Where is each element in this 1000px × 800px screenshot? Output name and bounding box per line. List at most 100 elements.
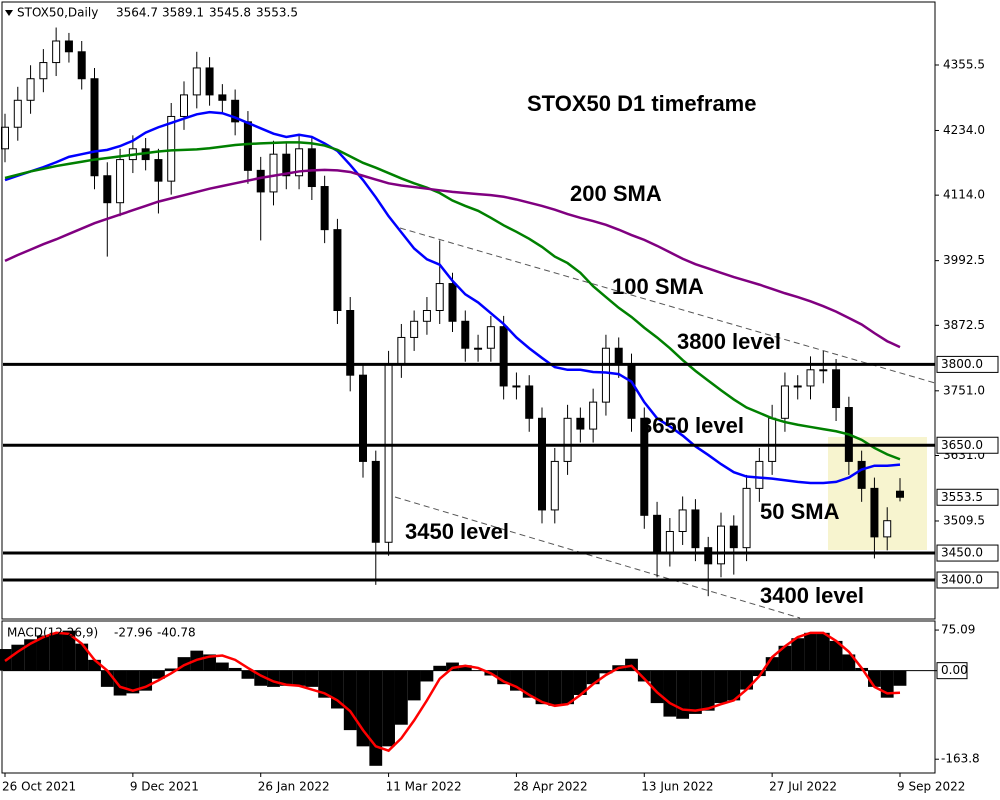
candle-body <box>410 320 419 338</box>
zero-box <box>936 662 968 680</box>
y-tick-label: 3992.5 <box>943 253 985 267</box>
macd-pane-frame <box>1 620 936 774</box>
level-price: 3650.0 <box>941 438 983 452</box>
x-tick-label: 13 Jun 2022 <box>641 780 713 794</box>
macd-bar <box>740 670 753 690</box>
macd-bar <box>663 670 677 717</box>
x-tick-label: 11 Mar 2022 <box>386 780 462 794</box>
macd-bar <box>778 645 792 671</box>
level-label: 3400 level <box>760 583 864 608</box>
candle-body <box>371 460 380 543</box>
level-label: 3650 level <box>640 413 744 438</box>
macd-bar <box>816 632 830 671</box>
macd-bar <box>433 665 447 671</box>
candle-body <box>525 385 534 419</box>
macd-bar <box>522 670 536 698</box>
candle-body <box>653 514 662 554</box>
ohlc-open: 3564.7 <box>116 6 158 20</box>
candle-body <box>90 78 99 177</box>
candle-body <box>154 159 163 182</box>
candle-body <box>116 159 125 204</box>
macd-bar <box>343 670 357 731</box>
candle-body <box>39 62 48 80</box>
candle-body <box>167 115 176 182</box>
candle-body <box>499 326 508 387</box>
candle-body <box>359 374 367 462</box>
macd-bar <box>382 670 395 747</box>
macd-bar <box>752 670 766 677</box>
plot <box>0 27 935 766</box>
macd-bar <box>126 670 140 694</box>
level-price: 3800.0 <box>941 357 983 371</box>
x-tick-label: 28 Apr 2022 <box>513 780 587 794</box>
candle-body <box>218 94 227 101</box>
candle-body <box>486 326 495 349</box>
candle-body <box>896 490 904 498</box>
macd-bar <box>573 670 587 695</box>
candle-body <box>474 347 483 350</box>
level-label: 3450 level <box>405 519 509 544</box>
candle-body <box>665 530 674 554</box>
candle-body <box>627 363 636 419</box>
macd-bar <box>561 670 574 705</box>
chart-title: STOX50 D1 timeframe <box>527 91 756 116</box>
macd-bar <box>804 632 817 671</box>
candle-body <box>461 320 470 349</box>
candle-body <box>282 153 291 177</box>
level-box <box>936 436 999 454</box>
candle-body <box>538 417 546 511</box>
price-box <box>936 488 999 506</box>
y-tick-label: 4114.0 <box>943 188 985 202</box>
macd-bar <box>215 662 229 671</box>
macd-bar <box>791 638 805 671</box>
candle-body <box>742 487 751 549</box>
candle-body <box>243 121 252 171</box>
candle-body <box>601 347 610 403</box>
ohlc-close: 3553.5 <box>256 6 298 20</box>
candle-body <box>883 520 892 538</box>
candle-body <box>704 547 713 565</box>
ohlc-high: 3589.1 <box>162 6 204 20</box>
level-box <box>936 571 999 589</box>
sma-line <box>4 141 901 461</box>
candle-body <box>448 283 457 322</box>
macd-bar <box>279 670 293 686</box>
candle-body <box>780 385 789 419</box>
candle-body <box>793 385 802 388</box>
y-tick-label: 0.00 <box>941 663 968 677</box>
macd-bar <box>305 670 319 687</box>
macd-bar <box>535 670 549 705</box>
y-tick-label: 4234.0 <box>943 123 985 137</box>
macd-bar <box>75 643 89 671</box>
candle-body <box>755 460 764 489</box>
macd-bar <box>407 670 421 701</box>
macd-bar <box>36 635 50 671</box>
candle-body <box>64 40 73 53</box>
macd-bar <box>842 654 856 671</box>
y-tick-label: 3509.5 <box>943 513 985 527</box>
level-label: 3800 level <box>677 329 781 354</box>
candle-body <box>256 169 265 193</box>
macd-bar <box>689 670 702 714</box>
candle-body <box>333 229 342 311</box>
macd-bar <box>446 662 459 671</box>
macd-bar <box>49 632 63 671</box>
macd-bar <box>714 670 728 704</box>
macd-bar <box>241 670 255 679</box>
x-tick-label: 9 Sep 2022 <box>897 780 965 794</box>
ohlc-low: 3545.8 <box>209 6 251 20</box>
macd-bar <box>164 668 178 671</box>
y-tick-label: 3872.5 <box>943 318 985 332</box>
candle-body <box>307 148 316 188</box>
macd-bar <box>676 670 690 719</box>
candle-body <box>806 369 815 387</box>
candle-body <box>103 175 112 204</box>
y-tick-label: 3751.0 <box>943 383 985 397</box>
macd-label: MACD(12,26,9) <box>7 626 98 640</box>
macd-bar <box>228 667 242 671</box>
macd-bar <box>24 639 37 671</box>
sma-label: 200 SMA <box>570 181 662 206</box>
macd-bar <box>458 665 472 671</box>
macd-bar <box>318 670 332 698</box>
